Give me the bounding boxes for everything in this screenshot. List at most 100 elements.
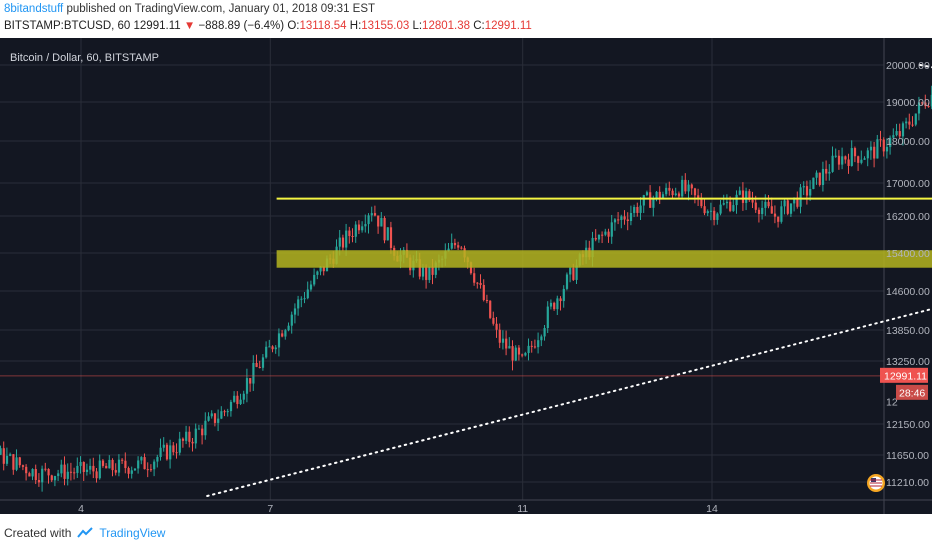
price-tick-label-partial: 12 xyxy=(886,397,898,409)
candle-body xyxy=(885,146,889,152)
candle-body xyxy=(757,209,761,215)
candle-body xyxy=(652,198,655,208)
candle-body xyxy=(338,237,341,247)
candle-body xyxy=(117,459,121,473)
candle-body xyxy=(661,194,665,200)
candle-body xyxy=(821,168,825,185)
author-link[interactable]: 8bitandstuff xyxy=(4,3,64,15)
candle-body xyxy=(47,468,50,476)
candle-body xyxy=(591,237,594,258)
candle-body xyxy=(700,197,703,207)
candle-body xyxy=(130,470,133,474)
candle-body xyxy=(380,217,383,227)
candle-body xyxy=(796,197,799,207)
candle-body xyxy=(82,462,85,472)
candle-body xyxy=(671,190,674,196)
candle-body xyxy=(357,224,361,231)
publish-line: 8bitandstuff published on TradingView.co… xyxy=(4,3,375,15)
candle-body xyxy=(549,302,553,307)
candle-body xyxy=(889,137,892,147)
candle-body xyxy=(482,284,485,300)
candle-body xyxy=(383,217,386,241)
publish-text: published on TradingView.com, January 01… xyxy=(63,3,376,15)
candle-body xyxy=(149,469,153,471)
candle-body xyxy=(841,156,844,165)
price-tick-label: 15400.00 xyxy=(886,248,930,260)
candle-body xyxy=(837,155,841,165)
candle-body xyxy=(2,448,5,464)
price-tick-label: 14600.00 xyxy=(886,286,930,298)
candle-body xyxy=(905,121,908,124)
candle-body xyxy=(783,200,786,207)
candle-body xyxy=(322,266,325,272)
candle-body xyxy=(853,148,857,157)
candle-body xyxy=(69,471,73,473)
tradingview-brand[interactable]: TradingView xyxy=(99,526,166,540)
candle-body xyxy=(169,445,172,460)
candle-body xyxy=(261,357,265,368)
candle-body xyxy=(60,464,63,474)
candle-body xyxy=(105,465,108,469)
candle-body xyxy=(204,420,207,436)
candle-body xyxy=(98,460,101,479)
candle-body xyxy=(165,444,169,460)
candle-body xyxy=(850,148,853,166)
tradingview-logo-icon xyxy=(77,527,94,538)
candle-body xyxy=(927,106,930,108)
candle-body xyxy=(805,186,809,196)
created-with-label: Created with xyxy=(4,526,72,540)
candle-body xyxy=(229,401,233,412)
candle-body xyxy=(108,459,111,469)
candle-body xyxy=(242,393,245,400)
candles xyxy=(0,85,932,492)
candle-body xyxy=(847,159,850,166)
candle-body xyxy=(73,472,76,474)
candle-body xyxy=(457,245,460,248)
candle-body xyxy=(220,411,223,419)
symbol-label: BITSTAMP:BTCUSD, 60 xyxy=(4,20,131,32)
countdown-tag xyxy=(896,384,928,400)
candle-body xyxy=(207,416,210,421)
candle-body xyxy=(665,187,668,195)
candle-body xyxy=(879,139,882,141)
candle-body xyxy=(37,480,41,483)
candle-body xyxy=(677,193,681,197)
candle-body xyxy=(370,213,373,216)
candle-body xyxy=(780,206,783,222)
candle-body xyxy=(719,204,722,214)
candle-body xyxy=(649,192,652,208)
candle-body xyxy=(162,444,165,448)
price-chart[interactable]: Bitcoin / Dollar, 60, BITSTAMP 20000.00 19… xyxy=(0,38,932,514)
candle-body xyxy=(546,306,549,329)
candle-body xyxy=(425,267,428,280)
candle-body xyxy=(921,102,924,104)
candle-body xyxy=(809,188,812,196)
candle-body xyxy=(373,213,377,216)
candle-body xyxy=(92,465,95,472)
candle-body xyxy=(674,193,677,196)
candle-body xyxy=(431,266,434,275)
chart-background xyxy=(0,38,932,514)
candle-body xyxy=(287,325,290,331)
candle-body xyxy=(213,413,217,423)
candle-body xyxy=(25,466,28,474)
time-tick-label: 11 xyxy=(517,503,528,514)
candle-body xyxy=(642,195,645,206)
candle-body xyxy=(751,199,754,203)
candle-body xyxy=(770,206,773,214)
last-price: 12991.11 xyxy=(133,20,181,32)
candle-body xyxy=(601,234,604,236)
candle-body xyxy=(697,195,700,198)
candle-body xyxy=(681,179,684,197)
candle-body xyxy=(873,146,876,159)
candle-body xyxy=(754,202,757,210)
price-tick-label: 20000.00 xyxy=(886,60,930,72)
candle-body xyxy=(533,346,537,348)
candle-body xyxy=(354,224,357,237)
supply-zone xyxy=(276,250,932,268)
candle-body xyxy=(271,346,274,350)
candle-body xyxy=(453,242,457,246)
chart-frame[interactable]: Bitcoin / Dollar, 60, BITSTAMP 20000.00 19… xyxy=(0,38,932,514)
candle-body xyxy=(882,139,885,152)
candle-body xyxy=(495,323,498,330)
